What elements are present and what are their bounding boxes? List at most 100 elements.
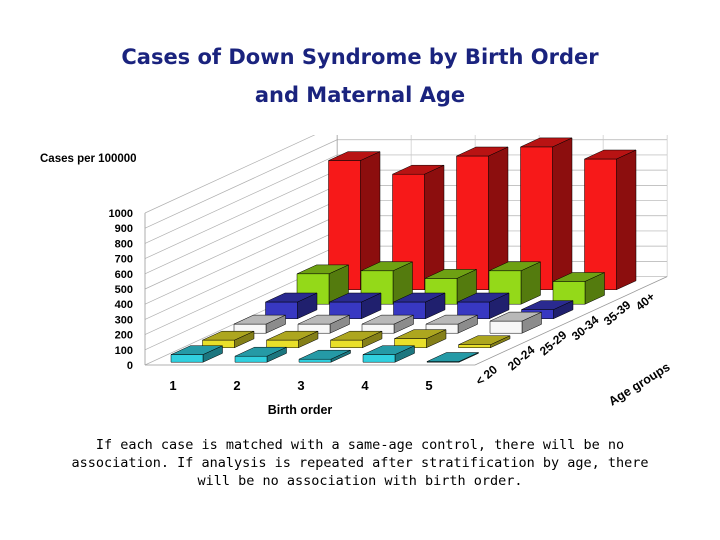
bar-top	[361, 314, 414, 325]
bar	[489, 311, 542, 334]
bar	[552, 272, 605, 305]
bar-top	[297, 314, 350, 325]
depth-axis-title: Age groups	[606, 360, 672, 409]
y-axis: 0 100 200 300 400 500 600 700 800 900 1000 Cases pe…	[40, 153, 137, 372]
bar-front	[234, 355, 268, 363]
bar	[392, 164, 445, 291]
bar	[361, 314, 414, 334]
bar	[297, 314, 350, 334]
bar	[456, 146, 509, 291]
bar-top	[520, 137, 573, 148]
x-axis: 1 2 3 4 5 Birth order	[169, 378, 432, 417]
bar-top	[234, 346, 287, 357]
depth-tick-label: 40+	[633, 289, 658, 313]
bar	[394, 329, 447, 349]
bar-top	[170, 345, 223, 355]
bar-top	[489, 311, 542, 322]
bar-top	[426, 352, 479, 362]
y-tick-label: 1000	[109, 208, 133, 220]
chart-floor	[145, 276, 668, 366]
y-tick-label: 0	[127, 360, 133, 372]
x-tick-label: 4	[361, 378, 369, 393]
bar-top	[360, 261, 413, 272]
bar-top	[298, 349, 351, 360]
bar-chart-3d: 0 100 200 300 400 500 600 700 800 900 1000 Cases pe…	[40, 135, 673, 417]
bar-top	[330, 330, 383, 341]
gridline-side	[144, 135, 316, 214]
series-40+	[328, 137, 637, 291]
bar-front	[362, 354, 396, 363]
y-tick-label: 900	[115, 223, 133, 235]
y-tick-label: 200	[115, 330, 133, 342]
bar-top	[424, 269, 477, 279]
bar-top	[456, 146, 509, 157]
bar	[202, 330, 255, 349]
bar	[234, 346, 287, 363]
y-axis-title: Cases per 100000	[40, 153, 137, 165]
x-tick-label: 2	[233, 378, 240, 393]
bar	[265, 292, 318, 320]
bar	[362, 345, 415, 363]
y-tick-label: 500	[115, 284, 133, 296]
chart-title-line1: Cases of Down Syndrome by Birth Order	[121, 45, 599, 69]
x-tick-label: 1	[169, 378, 176, 393]
series-2024	[202, 329, 511, 349]
bar-top	[584, 149, 637, 160]
bar-front	[170, 354, 204, 363]
bar	[330, 330, 383, 349]
chart-title-line2: and Maternal Age	[254, 83, 466, 107]
gridline-side	[144, 200, 338, 290]
bar	[584, 149, 637, 291]
bar-side	[616, 149, 637, 291]
bar	[266, 330, 319, 349]
gridline-side	[144, 139, 338, 229]
bar	[329, 292, 382, 320]
bar-top	[328, 151, 381, 161]
bar	[393, 292, 446, 320]
bar-top	[202, 330, 255, 341]
bar-top	[552, 272, 605, 282]
gridline-side	[144, 169, 338, 259]
bar-top	[392, 164, 445, 175]
bar	[170, 345, 223, 363]
bar-top	[394, 329, 447, 339]
bar-top	[521, 300, 574, 310]
bar	[520, 137, 573, 291]
bar-side	[552, 137, 573, 291]
depth-tick-label: 25-29	[537, 328, 570, 359]
x-tick-label: 5	[425, 378, 432, 393]
bar-top	[296, 264, 349, 275]
bar	[457, 292, 510, 320]
y-tick-label: 700	[115, 254, 133, 266]
bar-front	[489, 320, 523, 334]
depth-tick-label: 30-34	[569, 313, 602, 344]
y-tick-label: 400	[115, 299, 133, 311]
bar-top	[266, 330, 319, 341]
series-2529	[233, 311, 542, 334]
depth-tick-label: 35-39	[601, 298, 634, 329]
depth-tick-label: < 20	[473, 362, 500, 388]
bar-series-group	[170, 137, 637, 363]
bar	[425, 314, 478, 334]
bar-top	[393, 292, 446, 303]
bar	[233, 314, 286, 334]
gridline-side	[144, 185, 338, 275]
gridline-side	[144, 230, 338, 320]
y-tick-label: 300	[115, 314, 133, 326]
bar	[426, 352, 479, 363]
gridline-side	[144, 215, 338, 305]
bar	[458, 335, 511, 349]
chart-title: Cases of Down Syndrome by Birth Order an…	[0, 38, 720, 114]
bar-front	[584, 158, 617, 290]
gridline-side	[144, 154, 338, 244]
bar-top	[425, 314, 478, 325]
bar-front	[266, 339, 299, 348]
x-axis-title: Birth order	[268, 403, 333, 417]
bar-top	[233, 314, 286, 325]
series-20	[170, 345, 479, 363]
x-tick-label: 3	[297, 378, 304, 393]
y-tick-label: 600	[115, 269, 133, 281]
y-tick-label: 800	[115, 238, 133, 250]
bar-front	[298, 358, 332, 363]
bar-front	[330, 339, 363, 348]
